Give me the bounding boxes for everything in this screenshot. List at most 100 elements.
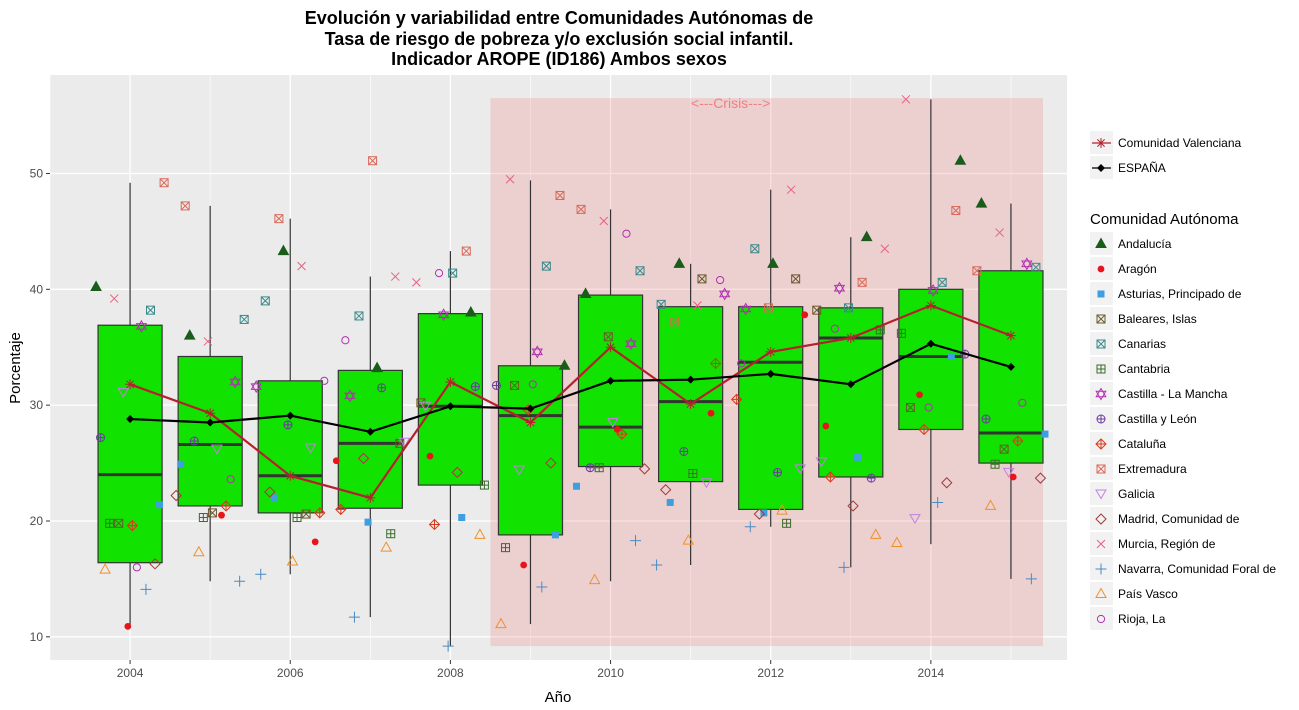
marker-triangle-open: [1095, 587, 1107, 598]
marker-diamond: [545, 457, 557, 469]
point-cantabria: [479, 480, 489, 490]
point-cantabria: [896, 328, 906, 338]
marker-circle: [341, 336, 350, 345]
point-canarias: [937, 277, 947, 287]
marker-box: [670, 317, 680, 327]
marker-dot: [332, 457, 340, 465]
series-point: [765, 346, 776, 357]
marker-dot: [1009, 473, 1017, 481]
point-pa-s-vasco: [588, 573, 601, 585]
marker-box: [812, 305, 822, 315]
marker-box: [555, 190, 565, 200]
marker-triangle-down: [344, 392, 356, 403]
series-line: [130, 342, 1012, 433]
point-arag-n: [707, 409, 715, 417]
marker-x: [114, 518, 124, 528]
marker-triangle-down: [833, 284, 846, 295]
marker-triangle-up: [625, 337, 637, 348]
point-asturias-principado-de: [854, 453, 862, 461]
legend-key-marker: [1097, 164, 1105, 172]
marker-plus: [1096, 439, 1106, 449]
marker-asterisk: [685, 398, 696, 409]
point-andaluc-a: [579, 287, 592, 298]
legend-label: Extremadura: [1118, 462, 1187, 476]
marker-box: [541, 261, 551, 271]
legend-label: Madrid, Comunidad de: [1118, 512, 1240, 526]
marker-x: [412, 278, 421, 287]
point-navarra-comunidad-foral-de: [744, 521, 756, 533]
marker-asterisk: [1005, 330, 1016, 341]
legend-label: Castilla y León: [1118, 412, 1197, 426]
marker-triangle-up: [135, 319, 148, 330]
point-galicia: [815, 457, 828, 468]
legend-label: Comunidad Valenciana: [1118, 136, 1242, 150]
marker-triangle-open: [495, 617, 507, 629]
legend-label: Rioja, La: [1118, 612, 1166, 626]
marker-box: [239, 314, 249, 324]
point-pa-s-vasco: [776, 504, 788, 515]
point-cantabria: [386, 529, 396, 539]
point-madrid-comunidad-de: [1034, 472, 1047, 484]
marker-asterisk: [445, 376, 456, 387]
point-catalu-a: [918, 423, 930, 436]
point-madrid-comunidad-de: [451, 466, 463, 479]
point-rioja-la: [341, 336, 350, 345]
marker-circle: [320, 376, 329, 385]
marker-box: [635, 266, 645, 276]
point-rioja-la: [737, 359, 746, 368]
marker-diamond: [264, 486, 276, 498]
series-point: [606, 376, 615, 385]
box: [657, 306, 724, 483]
marker-plus: [1012, 436, 1023, 447]
marker-box: [697, 274, 707, 284]
marker-plus: [501, 543, 510, 552]
point-castilla-y-le-n: [981, 414, 991, 424]
point-navarra-comunidad-foral-de: [651, 559, 663, 571]
marker-asterisk: [365, 492, 376, 503]
marker-black-diamond: [606, 376, 615, 385]
point-asturias-principado-de: [458, 514, 466, 522]
marker-plus: [480, 481, 489, 490]
point-arag-n: [916, 391, 923, 399]
marker-black-diamond: [686, 375, 695, 384]
marker-triangle: [673, 257, 686, 268]
marker-x: [937, 278, 947, 287]
chart-title: Evolución y variabilidad entre Comunidad…: [305, 8, 813, 69]
marker-triangle-down: [250, 383, 262, 394]
point-madrid-comunidad-de: [264, 486, 276, 498]
point-castilla-y-le-n: [866, 473, 876, 483]
point-rioja-la: [528, 380, 537, 389]
point-canarias: [354, 311, 364, 321]
point-galicia: [1002, 467, 1015, 478]
marker-plus: [255, 568, 267, 580]
marker-plus: [1097, 365, 1105, 373]
point-murcia-regi-n-de: [880, 244, 890, 254]
marker-plus: [616, 429, 627, 440]
marker-box: [416, 398, 426, 408]
marker-box: [791, 274, 801, 284]
point-pa-s-vasco: [380, 541, 393, 552]
point-arag-n: [218, 511, 225, 519]
marker-plus: [932, 496, 944, 508]
marker-x: [354, 311, 364, 321]
point-madrid-comunidad-de: [638, 463, 651, 475]
marker-triangle: [860, 230, 873, 242]
marker-box: [656, 299, 666, 309]
legend-key-bg: [1090, 607, 1113, 630]
legend-key-marker: [1096, 464, 1106, 474]
point-baleares-islas: [791, 274, 801, 284]
marker-x: [297, 261, 306, 271]
marker-x: [857, 278, 867, 287]
marker-plus: [283, 420, 292, 429]
point-andaluc-a: [90, 280, 102, 291]
point-navarra-comunidad-foral-de: [838, 561, 850, 573]
marker-inv-triangle: [304, 443, 317, 454]
marker-box: [207, 508, 217, 518]
marker-x: [1031, 262, 1041, 272]
marker-circle: [830, 324, 840, 333]
point-arag-n: [520, 561, 528, 569]
marker-x: [555, 191, 565, 200]
point-murcia-regi-n-de: [901, 94, 911, 104]
marker-x: [786, 185, 796, 195]
